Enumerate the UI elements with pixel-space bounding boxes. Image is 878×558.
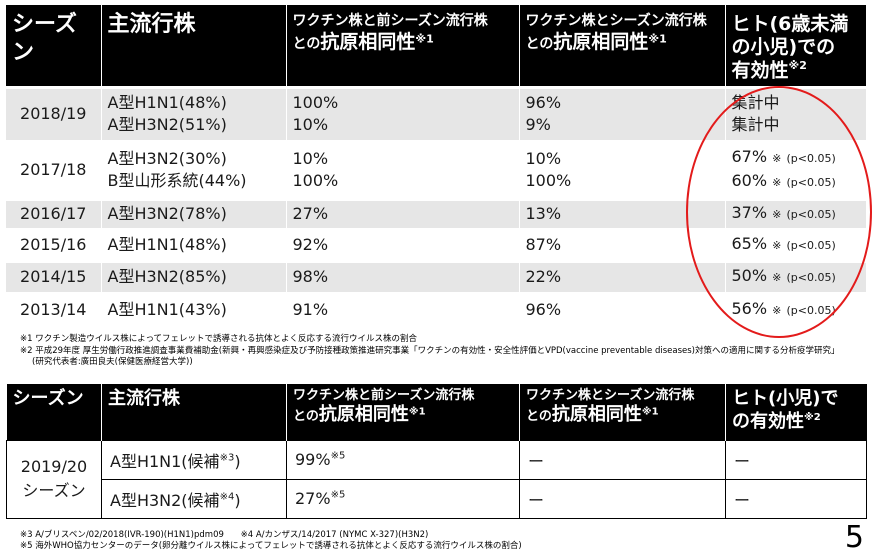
header-prev-homology: ワクチン株と前シーズン流行株 との抗原相同性※1	[286, 384, 520, 440]
prev-homology-cell: 100% 10%	[286, 85, 520, 141]
table-row: A型H3N2(候補※4) 27%※5 ー ー	[7, 478, 867, 519]
highlight-circle	[686, 86, 872, 338]
effectiveness-cell: ー	[725, 478, 867, 519]
same-homology-cell: ー	[519, 478, 726, 519]
season-cell: 2016/17	[6, 197, 102, 229]
prev-homology-cell: 10% 100%	[286, 139, 520, 199]
season-cell: 2017/18	[6, 139, 102, 199]
footnote-3-4-line: ※3 A/ブリスベン/02/2018(IVR-190)(H1N1)pdm09 ※…	[20, 530, 522, 541]
strain-cell: A型H1N1(48%)	[101, 227, 287, 261]
header-strain: 主流行株	[101, 384, 287, 440]
season-cell: 2018/19	[6, 85, 102, 141]
prev-homology-cell: 27%※5	[286, 478, 520, 519]
same-homology-cell: 96% 9%	[519, 85, 726, 141]
strain-cell: A型H3N2(30%) B型山形系統(44%)	[101, 139, 287, 199]
table-row: 2019/20 シーズン A型H1N1(候補※3) 99%※5 ー ー	[6, 439, 867, 519]
same-homology-cell: 87%	[519, 227, 726, 261]
table-row: 2013/14 A型H1N1(43%) 91% 96% 56% ※ (p<0.0…	[6, 291, 866, 325]
season-cell: 2015/16	[6, 227, 102, 261]
prev-homology-cell: 98%	[286, 259, 520, 293]
header-same-homology: ワクチン株とシーズン流行株 との抗原相同性※1	[519, 384, 726, 440]
header-effectiveness: ヒト(6歳未満 の小児)での 有効性※2	[725, 5, 866, 87]
same-homology-cell: 96%	[519, 291, 726, 325]
footnotes-bottom: ※3 A/ブリスベン/02/2018(IVR-190)(H1N1)pdm09 ※…	[20, 530, 522, 552]
footnote-3: ※3 A/ブリスベン/02/2018(IVR-190)(H1N1)pdm09	[20, 530, 224, 540]
header-prev-homology: ワクチン株と前シーズン流行株 との抗原相同性※1	[286, 5, 520, 87]
prev-homology-cell: 99%※5	[286, 439, 520, 480]
page-number: 5	[844, 520, 864, 555]
footnote-5: ※5 海外WHO協力センターのデータ(卵分離ウイルス株によってフェレットで誘導さ…	[20, 541, 522, 551]
season-cell: 2013/14	[6, 291, 102, 325]
flu-table-2019-20: シーズン 主流行株 ワクチン株と前シーズン流行株 との抗原相同性※1 ワクチン株…	[6, 384, 867, 519]
strain-cell: A型H3N2(78%)	[101, 197, 287, 229]
footnote-2-author: (研究代表者:廣田良夫(保健医療経営大学))	[32, 357, 193, 367]
footnote-4: ※4 A/カンザス/14/2017 (NYMC X-327)(H3N2)	[240, 530, 429, 540]
strain-cell: A型H1N1(43%)	[101, 291, 287, 325]
prev-homology-cell: 91%	[286, 291, 520, 325]
strain-cell: A型H3N2(85%)	[101, 259, 287, 293]
prev-homology-cell: 27%	[286, 197, 520, 229]
footnote-1: ※1 ワクチン製造ウイルス株によってフェレットで誘導される抗体とよく反応する流行…	[20, 334, 418, 344]
same-homology-cell: 22%	[519, 259, 726, 293]
strain-cell: A型H3N2(候補※4)	[101, 478, 287, 519]
same-homology-cell: ー	[519, 439, 726, 480]
footnotes-top: ※1 ワクチン製造ウイルス株によってフェレットで誘導される抗体とよく反応する流行…	[20, 334, 839, 369]
header-strain: 主流行株	[101, 5, 287, 87]
season-cell: 2019/20 シーズン	[6, 439, 102, 519]
header-season: シーズン	[6, 5, 102, 87]
header-season: シーズン	[6, 384, 102, 440]
season-cell: 2014/15	[6, 259, 102, 293]
strain-cell: A型H1N1(候補※3)	[101, 439, 287, 480]
footnote-2: ※2 平成29年度 厚生労働行政推進調査事業費補助金(新興・再興感染症及び予防接…	[20, 345, 840, 356]
prev-homology-cell: 92%	[286, 227, 520, 261]
header-effectiveness: ヒト(小児)で の有効性※2	[725, 384, 867, 440]
header-same-homology: ワクチン株とシーズン流行株 との抗原相同性※1	[519, 5, 726, 87]
effectiveness-cell: ー	[725, 439, 867, 480]
strain-cell: A型H1N1(48%) A型H3N2(51%)	[101, 85, 287, 141]
